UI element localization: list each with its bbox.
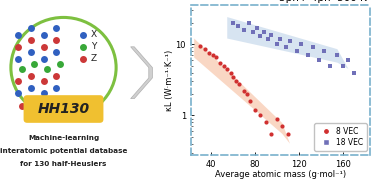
Point	[316, 58, 322, 61]
Point	[279, 125, 285, 128]
Point	[257, 114, 263, 117]
Text: interatomic potential database: interatomic potential database	[0, 148, 127, 154]
Point	[217, 61, 223, 64]
Point	[254, 26, 260, 29]
Point	[283, 46, 289, 49]
Legend: 8 VEC, 18 VEC: 8 VEC, 18 VEC	[314, 123, 367, 151]
Point	[268, 33, 274, 36]
Point	[247, 99, 253, 102]
Text: 3ph+ 4ph  300 K: 3ph+ 4ph 300 K	[279, 0, 367, 3]
Point	[230, 21, 236, 24]
Polygon shape	[194, 39, 290, 144]
FancyBboxPatch shape	[23, 95, 104, 123]
Point	[224, 68, 230, 70]
Point	[265, 37, 271, 40]
Point	[321, 50, 327, 53]
Point	[351, 71, 357, 74]
Point	[298, 43, 304, 46]
Point	[233, 80, 239, 83]
Text: Y: Y	[91, 42, 96, 51]
Point	[294, 50, 300, 53]
Point	[221, 64, 227, 67]
Point	[241, 28, 247, 31]
Point	[287, 40, 293, 43]
Text: X: X	[91, 30, 97, 39]
Point	[235, 24, 241, 27]
Point	[268, 132, 274, 135]
Point	[206, 52, 212, 55]
Point	[249, 30, 256, 33]
X-axis label: Average atomic mass (g·mol⁻¹): Average atomic mass (g·mol⁻¹)	[215, 170, 346, 179]
Point	[210, 54, 216, 57]
Point	[263, 121, 269, 124]
Point	[285, 132, 291, 135]
Text: for 130 half-Heuslers: for 130 half-Heuslers	[20, 161, 107, 167]
Point	[236, 82, 242, 85]
Point	[274, 117, 280, 120]
Text: Machine-learning: Machine-learning	[28, 135, 99, 141]
Point	[260, 30, 266, 33]
Point	[277, 37, 283, 40]
Point	[340, 64, 346, 67]
Polygon shape	[227, 17, 349, 69]
Point	[257, 35, 263, 37]
Point	[327, 64, 333, 67]
Y-axis label: κL (W·m⁻¹·K⁻¹): κL (W·m⁻¹·K⁻¹)	[165, 50, 174, 111]
Point	[241, 90, 247, 93]
Point	[310, 46, 316, 49]
Polygon shape	[131, 47, 152, 99]
Point	[305, 54, 311, 57]
Point	[202, 48, 208, 51]
Point	[230, 75, 236, 78]
Point	[213, 56, 219, 59]
Point	[274, 43, 280, 46]
Text: HH130: HH130	[37, 102, 90, 116]
Point	[345, 58, 352, 61]
Text: Z: Z	[91, 54, 97, 63]
Point	[335, 54, 341, 57]
Point	[197, 44, 203, 47]
Point	[244, 93, 250, 95]
Point	[228, 71, 234, 74]
Point	[246, 21, 252, 24]
Point	[252, 108, 258, 111]
